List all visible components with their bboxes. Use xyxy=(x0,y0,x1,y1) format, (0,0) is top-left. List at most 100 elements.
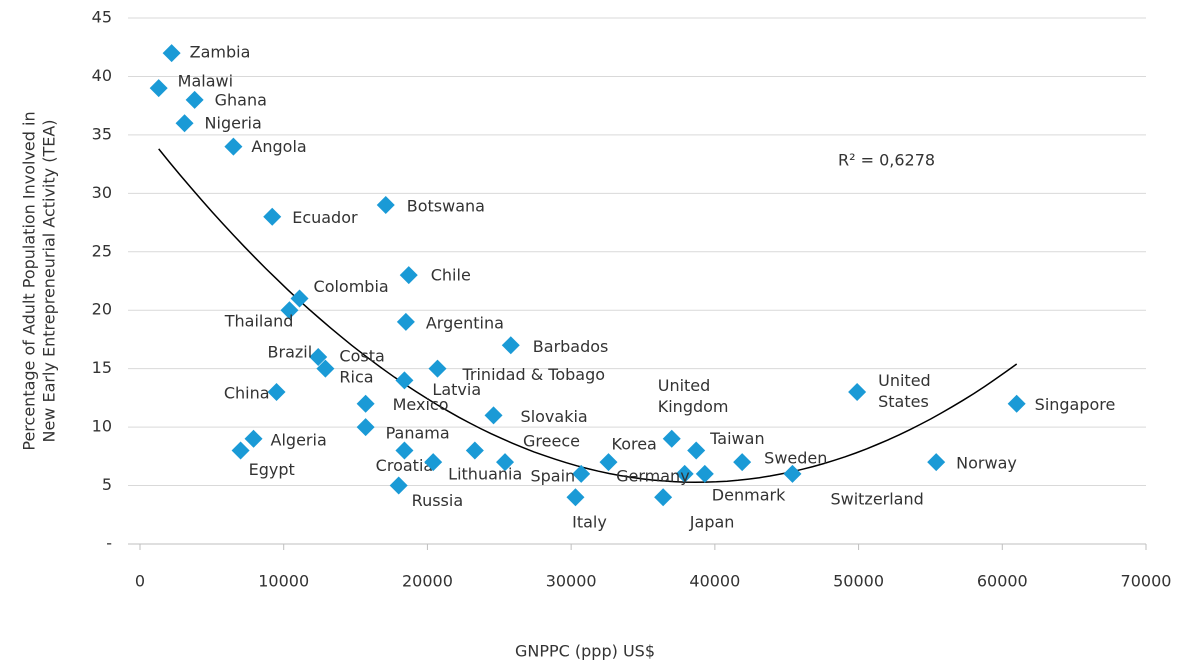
point-label: Barbados xyxy=(533,337,609,356)
point-label: Singapore xyxy=(1035,395,1116,414)
point xyxy=(501,336,520,355)
point-label: Latvia xyxy=(432,380,481,399)
y-tick-label: 35 xyxy=(92,124,112,143)
point xyxy=(224,137,243,156)
point-label: Brazil xyxy=(268,342,313,361)
point xyxy=(399,266,418,285)
point-label: China xyxy=(224,384,270,403)
point xyxy=(149,79,168,98)
y-axis-label-line: Percentage of Adult Population Involved … xyxy=(20,111,39,450)
x-tick-label: 60000 xyxy=(977,572,1028,591)
point xyxy=(267,383,286,402)
point xyxy=(428,359,447,378)
point xyxy=(496,453,515,472)
point-label: Egypt xyxy=(249,460,295,479)
point-label: Sweden xyxy=(764,449,827,468)
point-label: Angola xyxy=(251,137,306,156)
y-axis-label-line: New Early Entrepreneurial Activity (TEA) xyxy=(40,119,59,442)
point xyxy=(395,371,414,390)
point-label: Russia xyxy=(412,491,463,510)
point xyxy=(309,347,328,366)
point-label: Mexico xyxy=(393,395,449,414)
point xyxy=(185,90,204,109)
point xyxy=(244,429,263,448)
point xyxy=(356,418,375,437)
y-tick-label: - xyxy=(106,534,112,553)
point xyxy=(231,441,250,460)
y-tick-label: 5 xyxy=(102,475,112,494)
point xyxy=(848,383,867,402)
point xyxy=(572,464,591,483)
point-label: Lithuania xyxy=(448,465,522,484)
point-label: Panama xyxy=(386,424,450,443)
point xyxy=(695,464,714,483)
point xyxy=(484,406,503,425)
point-label: Nigeria xyxy=(205,114,262,133)
point-label: Norway xyxy=(956,454,1017,473)
point xyxy=(263,207,282,226)
y-tick-label: 10 xyxy=(92,417,112,436)
point xyxy=(162,44,181,63)
point xyxy=(376,196,395,215)
point xyxy=(389,476,408,495)
point-label: Ecuador xyxy=(292,208,358,227)
point-label: Malawi xyxy=(178,72,233,91)
point xyxy=(395,441,414,460)
point-label: Zambia xyxy=(190,43,251,62)
point-label: United Kingdom xyxy=(658,375,729,415)
point-label: Slovakia xyxy=(521,407,588,426)
point xyxy=(675,464,694,483)
point-label: Thailand xyxy=(224,312,294,331)
y-tick-label: 15 xyxy=(92,358,112,377)
point xyxy=(280,301,299,320)
x-tick-label: 70000 xyxy=(1121,572,1172,591)
r-squared: R² = 0,6278 xyxy=(838,151,935,170)
point xyxy=(927,453,946,472)
x-tick-label: 50000 xyxy=(833,572,884,591)
x-tick-label: 0 xyxy=(135,572,145,591)
point-label: Argentina xyxy=(426,313,504,332)
y-tick-label: 40 xyxy=(92,66,112,85)
point xyxy=(424,453,443,472)
x-tick-label: 40000 xyxy=(689,572,740,591)
point-label: Greece xyxy=(523,432,580,451)
point xyxy=(733,453,752,472)
x-tick-label: 10000 xyxy=(258,572,309,591)
point-label: Trinidad & Tobago xyxy=(461,365,605,384)
point xyxy=(316,359,335,378)
point xyxy=(687,441,706,460)
point xyxy=(290,289,309,308)
point xyxy=(1007,394,1026,413)
y-tick-label: 20 xyxy=(92,300,112,319)
point-label: Costa Rica xyxy=(339,346,389,386)
point xyxy=(175,114,194,133)
point xyxy=(599,453,618,472)
point xyxy=(783,464,802,483)
point-label: Chile xyxy=(431,266,471,285)
point xyxy=(356,394,375,413)
point-label: Taiwan xyxy=(709,429,764,448)
point-label: Spain xyxy=(530,466,575,485)
x-tick-label: 20000 xyxy=(402,572,453,591)
point-label: United States xyxy=(878,371,936,411)
point-label: Colombia xyxy=(314,277,389,296)
point-label: Denmark xyxy=(712,485,786,504)
point-label: Botswana xyxy=(407,197,485,216)
point xyxy=(465,441,484,460)
y-axis-label: Percentage of Adult Population Involved … xyxy=(20,111,59,450)
point-label: Switzerland xyxy=(830,489,923,508)
y-tick-label: 30 xyxy=(92,183,112,202)
x-axis-label: GNPPC (ppp) US$ xyxy=(515,642,655,661)
point-label: Germany xyxy=(616,466,690,485)
point xyxy=(662,429,681,448)
point xyxy=(654,488,673,507)
point xyxy=(566,488,585,507)
point-label: Ghana xyxy=(215,90,267,109)
point-label: Italy xyxy=(572,513,607,532)
y-tick-label: 45 xyxy=(92,8,112,27)
x-tick-label: 30000 xyxy=(546,572,597,591)
y-tick-label: 25 xyxy=(92,241,112,260)
point-label: Japan xyxy=(689,513,735,532)
point-label: Korea xyxy=(612,435,657,454)
